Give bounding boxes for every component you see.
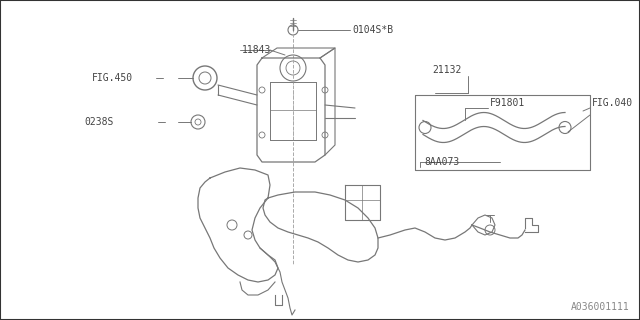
Text: 21132: 21132 <box>432 65 461 75</box>
Text: 0104S*B: 0104S*B <box>352 25 393 35</box>
Text: FIG.040: FIG.040 <box>592 98 633 108</box>
Text: A036001111: A036001111 <box>572 302 630 312</box>
Text: 8AA073: 8AA073 <box>424 157 460 167</box>
Text: 11843: 11843 <box>242 45 271 55</box>
Text: 0238S: 0238S <box>84 117 113 127</box>
Text: F91801: F91801 <box>490 98 525 108</box>
Text: FIG.450: FIG.450 <box>92 73 133 83</box>
